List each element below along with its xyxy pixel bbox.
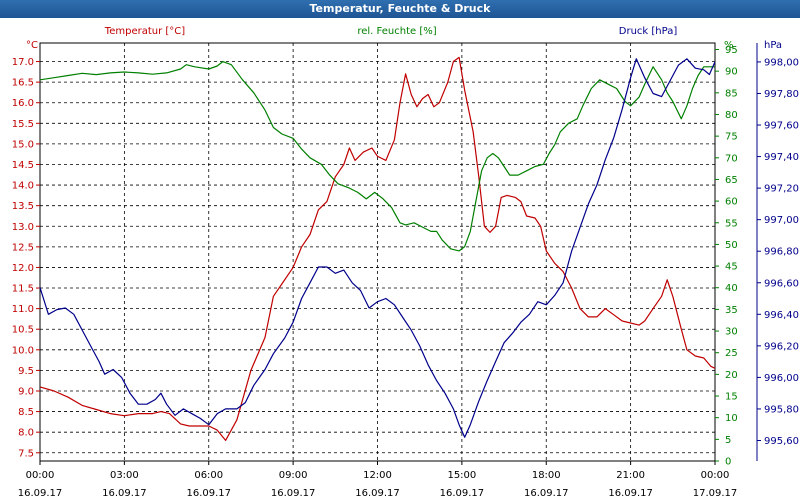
humidity-tick-label: 40	[725, 283, 738, 294]
humidity-tick-label: 15	[725, 392, 738, 403]
temperature-tick-label: 15.5	[12, 119, 34, 130]
temperature-tick-label: 13.0	[12, 222, 34, 233]
time-tick-label: 12:00	[363, 470, 392, 481]
date-tick-label: 16.09.17	[18, 488, 63, 499]
temperature-tick-label: 16.5	[12, 78, 34, 89]
time-tick-label: 18:00	[532, 470, 561, 481]
time-axis: 00:00 16.09.17 03:00 16.09.17 06:00 16.09.17 0…	[18, 461, 738, 499]
humidity-tick-label: 60	[725, 197, 738, 208]
date-tick-label: 16.09.17	[524, 488, 569, 499]
temperature-unit-label: °C	[26, 40, 38, 51]
time-tick-label: 00:00	[701, 470, 730, 481]
temperature-tick-label: 12.5	[12, 242, 34, 253]
temperature-tick-label: 9.5	[18, 366, 34, 377]
humidity-tick-label: 0	[725, 457, 731, 468]
date-tick-label: 16.09.17	[440, 488, 485, 499]
temperature-tick-label: 17.0	[12, 57, 34, 68]
pressure-tick-label: 997,20	[764, 184, 799, 195]
temperature-axis: 7.5 8.0 8.5 9.0 9.5 10.0 10.5 11.0 11.5 12.0 12.5 1…	[12, 57, 40, 459]
time-tick-label: 09:00	[279, 470, 308, 481]
pressure-tick-label: 995,80	[764, 404, 799, 415]
time-tick-label: 15:00	[447, 470, 476, 481]
humidity-tick-label: 85	[725, 88, 738, 99]
gridlines	[40, 43, 715, 461]
temperature-tick-label: 16.0	[12, 98, 34, 109]
humidity-tick-label: 80	[725, 110, 738, 121]
temperature-tick-label: 7.5	[18, 448, 34, 459]
humidity-tick-label: 35	[725, 305, 738, 316]
temperature-tick-label: 12.0	[12, 263, 34, 274]
chart: 7.5 8.0 8.5 9.0 9.5 10.0 10.5 11.0 11.5 12.0 12.5 1…	[12, 26, 799, 499]
humidity-tick-label: 20	[725, 370, 738, 381]
temperature-tick-label: 13.5	[12, 201, 34, 212]
date-tick-label: 16.09.17	[271, 488, 316, 499]
pressure-axis: 995,60 995,80 996,00 996,20 996,40 996,60 996,…	[756, 43, 799, 461]
date-tick-label: 16.09.17	[608, 488, 653, 499]
temperature-tick-label: 11.0	[12, 304, 34, 315]
humidity-tick-label: 10	[725, 413, 738, 424]
temperature-tick-label: 15.0	[12, 139, 34, 150]
humidity-tick-label: 45	[725, 262, 738, 273]
date-tick-label: 16.09.17	[355, 488, 400, 499]
temperature-tick-label: 9.0	[18, 386, 34, 397]
humidity-tick-label: 5	[725, 435, 731, 446]
pressure-unit-label: hPa	[764, 40, 782, 51]
humidity-axis: 0 5 10 15 20 25 30 35 40 45 50 55 60 65 70 75 80 85 90 95	[715, 45, 738, 468]
pressure-line	[39, 58, 716, 438]
legend-humidity: rel. Feuchte [%]	[357, 26, 436, 37]
humidity-tick-label: 90	[725, 67, 738, 78]
time-tick-label: 00:00	[26, 470, 55, 481]
pressure-tick-label: 997,00	[764, 215, 799, 226]
legend-pressure: Druck [hPa]	[619, 26, 678, 37]
window-title: Temperatur, Feuchte & Druck	[0, 0, 800, 18]
pressure-tick-label: 996,20	[764, 341, 799, 352]
temperature-line	[39, 56, 716, 441]
pressure-tick-label: 997,40	[764, 152, 799, 163]
date-tick-label: 16.09.17	[102, 488, 147, 499]
time-tick-label: 21:00	[616, 470, 645, 481]
humidity-tick-label: 70	[725, 153, 738, 164]
temperature-tick-label: 8.5	[18, 407, 34, 418]
humidity-unit-label: %	[724, 40, 734, 51]
pressure-tick-label: 998,00	[764, 57, 799, 68]
temperature-tick-label: 10.5	[12, 325, 34, 336]
temperature-tick-label: 10.0	[12, 345, 34, 356]
humidity-tick-label: 25	[725, 348, 738, 359]
temperature-tick-label: 14.0	[12, 181, 34, 192]
temperature-tick-label: 8.0	[18, 428, 34, 439]
pressure-tick-label: 995,60	[764, 436, 799, 447]
time-tick-label: 06:00	[194, 470, 223, 481]
humidity-tick-label: 95	[725, 45, 738, 56]
pressure-tick-label: 997,60	[764, 121, 799, 132]
pressure-tick-label: 997,80	[764, 89, 799, 100]
humidity-tick-label: 50	[725, 240, 738, 251]
legend-temperature: Temperatur [°C]	[104, 26, 185, 37]
pressure-tick-label: 996,00	[764, 373, 799, 384]
humidity-tick-label: 55	[725, 218, 738, 229]
pressure-tick-label: 996,60	[764, 278, 799, 289]
temperature-tick-label: 11.5	[12, 284, 34, 295]
humidity-line	[39, 61, 715, 252]
series-lines	[39, 56, 716, 441]
humidity-tick-label: 65	[725, 175, 738, 186]
humidity-tick-label: 75	[725, 132, 738, 143]
time-tick-label: 03:00	[110, 470, 139, 481]
pressure-tick-label: 996,40	[764, 310, 799, 321]
date-tick-label: 16.09.17	[186, 488, 231, 499]
date-tick-label: 17.09.17	[693, 488, 738, 499]
humidity-tick-label: 30	[725, 327, 738, 338]
temperature-tick-label: 14.5	[12, 160, 34, 171]
pressure-tick-label: 996,80	[764, 247, 799, 258]
